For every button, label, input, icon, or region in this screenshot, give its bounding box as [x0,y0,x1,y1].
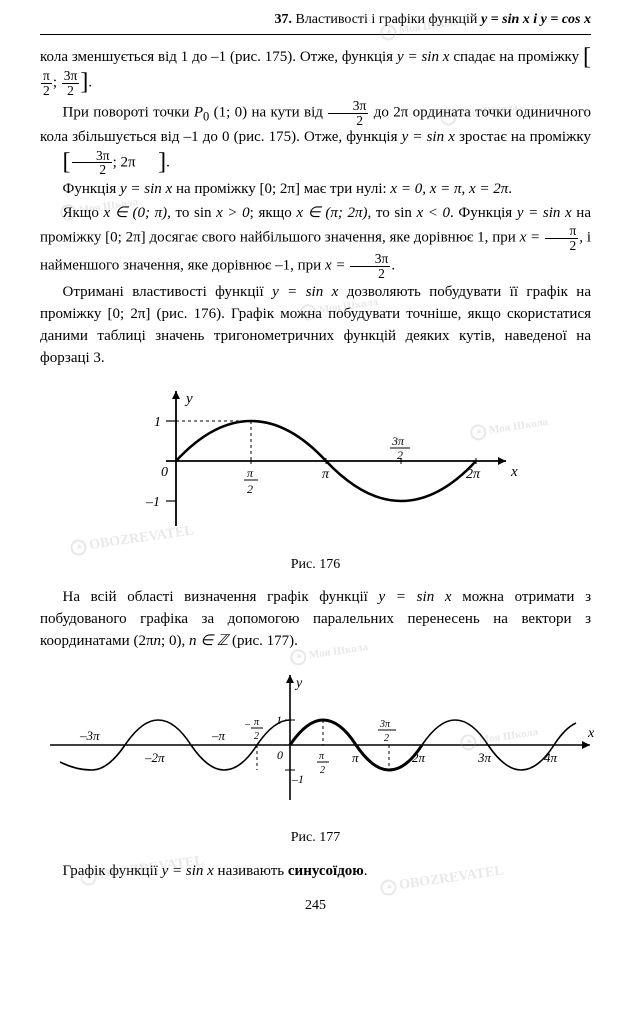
svg-text:π: π [319,751,325,762]
p4-text2: , то sin [167,205,216,221]
svg-text:–: – [244,719,251,730]
svg-text:y: y [294,676,303,691]
header-title-pre: Властивості і графіки функцій [295,12,480,27]
p4-text3: ; якщо [250,205,297,221]
frac-3pi2c: 3π2 [72,149,112,177]
math-x0: x = 0 [390,181,422,197]
paragraph-5: Отримані властивості функції y = sin x д… [40,282,591,369]
p6-text: На всій області визначення графік функці… [63,589,379,605]
math-ysinx5: y = sin x [272,284,338,300]
math-xpi: x = π [430,181,462,197]
svg-text:x: x [587,726,595,741]
math-xeq: x = [520,230,544,246]
math-xgt0: x > 0 [216,205,250,221]
p2-text2: (1; 0) на кути від [209,104,327,120]
svg-text:π: π [254,717,260,728]
svg-text:2: 2 [397,448,403,462]
math-P: P [194,104,203,120]
math-x2pi: x = 2π [469,181,508,197]
term-sinusoid: синусоїдою [288,863,364,879]
p4-text: Якщо [63,205,104,221]
math-xlt0: x < 0 [417,205,451,221]
p6-text4: (рис. 177). [228,633,298,649]
svg-text:π: π [352,750,359,765]
svg-text:4π: 4π [544,750,558,765]
math-ysinx2: y = sin x [402,129,455,145]
svg-text:–π: –π [211,728,226,743]
paragraph-2: При повороті точки P0 (1; 0) на кути від… [40,99,591,177]
bracket-r2: ] [136,153,167,172]
math-ysinx6: y = sin x [379,589,452,605]
section-number: 37. [274,12,292,27]
math-ysinx7: y = sin x [162,863,214,879]
p1-text: кола зменшується від 1 до –1 (рис. 175).… [40,49,397,65]
svg-text:2: 2 [320,765,325,776]
p5-text: Отримані властивості функції [63,284,273,300]
math-ysinx: y = sin x [397,49,450,65]
figure-177: –3π –2π –π π 2π 3π 4π y x 1 –1 0 π 2 3π … [40,665,591,849]
svg-text:x: x [510,464,518,480]
p4-text4: , то sin [367,205,416,221]
paragraph-3: Функція y = sin x на проміжку [0; 2π] ма… [40,179,591,201]
p3-text2: на проміжку [0; 2π] має три нулі: [172,181,390,197]
p4-text5: . Функція [450,205,517,221]
svg-text:y: y [184,391,193,407]
math-ysinx3: y = sin x [120,181,172,197]
header-title-math: y = sin x і y = cos x [481,12,591,27]
math-ysinx4: y = sin x [517,205,572,221]
frac-3pi2d: 3π2 [350,252,390,280]
p6-text3: ; 0), [161,633,189,649]
svg-text:–3π: –3π [79,728,100,743]
page-header: 37. Властивості і графіки функцій y = si… [40,10,591,35]
paragraph-7: Графік функції y = sin x називають синус… [40,861,591,883]
figure-176: y x 1 –1 0 π 2π π 2 3π 2 Рис. 176 [40,381,591,575]
svg-text:3π: 3π [477,750,492,765]
svg-text:–1: –1 [291,772,304,786]
p7-text: Графік функції [63,863,162,879]
svg-text:π: π [247,466,254,480]
svg-text:1: 1 [276,713,282,727]
math-n: n [154,633,162,649]
svg-text:π: π [322,467,330,482]
frac-3pi2b: 3π2 [328,99,368,127]
bracket-r: ] [80,73,88,92]
svg-text:2: 2 [247,482,253,496]
p7-text2: називають [214,863,288,879]
svg-text:2π: 2π [466,467,481,482]
paragraph-1: кола зменшується від 1 до –1 (рис. 175).… [40,47,591,97]
fig177-caption: Рис. 177 [40,828,591,848]
svg-text:–2π: –2π [144,750,165,765]
p2-text: При повороті точки [63,104,194,120]
svg-text:3π: 3π [391,434,405,448]
frac-pi2b: π2 [545,224,578,252]
math-xin0pi: x ∈ (0; π) [103,205,167,221]
sine-graph-0-2pi: y x 1 –1 0 π 2π π 2 3π 2 [106,381,526,541]
svg-text:–1: –1 [145,495,160,510]
bracket-l2: [ [40,153,71,172]
bracket-l: [ [583,48,591,67]
page-container: Моя Школа Моя Школа Моя Школа Моя Школа … [0,0,621,937]
fig176-caption: Рис. 176 [40,555,591,575]
p1-text2: спадає на проміжку [449,49,583,65]
frac-pi2: π2 [41,69,52,97]
p2-text4: зростає на проміжку [455,129,591,145]
svg-text:0: 0 [161,465,168,480]
sine-graph-full: –3π –2π –π π 2π 3π 4π y x 1 –1 0 π 2 3π … [40,665,600,815]
math-xeq2: x = [325,258,349,274]
p3-text: Функція [63,181,121,197]
math-nZ: n ∈ ℤ [189,633,228,649]
paragraph-6: На всій області визначення графік функці… [40,587,591,652]
svg-text:1: 1 [154,415,161,430]
page-number: 245 [40,896,591,916]
svg-text:2π: 2π [412,750,426,765]
svg-text:3π: 3π [379,719,391,730]
frac-3pi2: 3π2 [62,69,80,97]
math-xinpi2pi: x ∈ (π; 2π) [296,205,367,221]
svg-text:0: 0 [277,748,283,762]
svg-text:2: 2 [384,733,389,744]
paragraph-4: Якщо x ∈ (0; π), то sin x > 0; якщо x ∈ … [40,203,591,281]
svg-text:2: 2 [254,731,259,742]
